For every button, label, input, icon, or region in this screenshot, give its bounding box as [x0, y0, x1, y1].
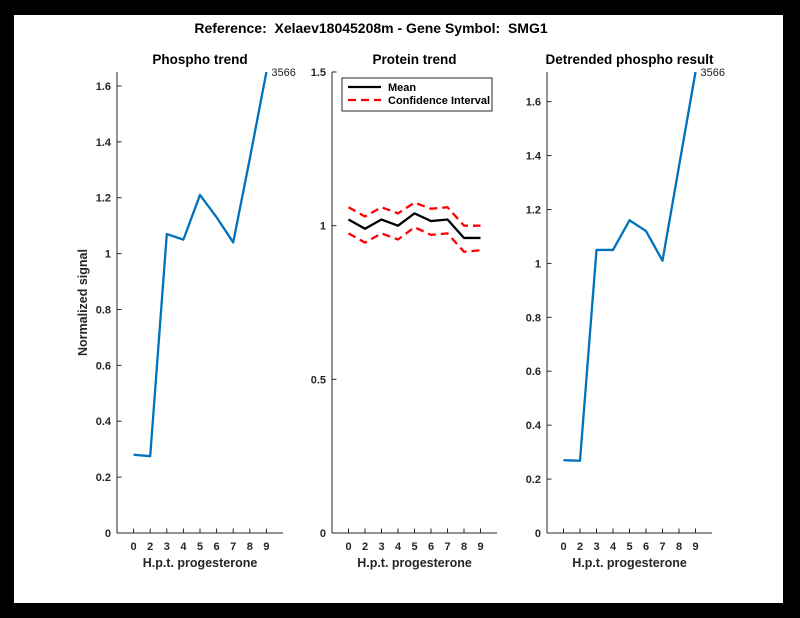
- x-tick-label: 4: [610, 541, 617, 553]
- x-tick-label: 6: [214, 541, 220, 553]
- subplot-0: 00.20.40.60.811.21.41.60 2 3 4 5 6 7 8 9H.p.t. p…: [76, 52, 296, 570]
- y-tick-label: 1.6: [96, 81, 111, 93]
- x-tick-label: 6: [643, 541, 649, 553]
- y-tick-label: 1.4: [526, 151, 542, 163]
- y-tick-label: 0.5: [311, 374, 326, 386]
- x-tick-label: 3: [378, 541, 384, 553]
- figure-canvas: [14, 15, 783, 603]
- y-tick-label: 0.2: [96, 472, 111, 484]
- y-tick-label: 0.6: [526, 366, 541, 378]
- peak-annotation: 3566: [271, 67, 295, 79]
- y-tick-label: 1.4: [96, 137, 112, 149]
- y-tick-label: 0: [105, 528, 111, 540]
- y-tick-label: 1.2: [96, 193, 111, 205]
- x-tick-label: 5: [411, 541, 417, 553]
- x-tick-label: 5: [626, 541, 632, 553]
- subplot-2: 00.20.40.60.811.21.41.60 2 3 4 5 6 7 8 9H.p.t. p…: [526, 52, 725, 570]
- x-tick-label: 8: [247, 541, 253, 553]
- y-axis-label: Normalized signal: [76, 249, 90, 356]
- series-line-phospho-signal: [133, 71, 268, 458]
- y-tick-label: 1.2: [526, 204, 541, 216]
- legend-label-0: Mean: [388, 82, 416, 94]
- subplot-title: Phospho trend: [152, 52, 247, 67]
- x-tick-label: 7: [444, 541, 450, 553]
- x-tick-label: 8: [676, 541, 682, 553]
- subplot-title: Detrended phospho result: [545, 52, 714, 67]
- subplot-1: 00.511.50 2 3 4 5 6 7 8 9H.p.t. progesteroneProt…: [311, 52, 497, 570]
- y-tick-label: 1: [105, 249, 111, 261]
- y-tick-label: 0.8: [526, 312, 541, 324]
- x-tick-label: 7: [659, 541, 665, 553]
- x-tick-label: 0: [345, 541, 351, 553]
- legend-label-1: Confidence Interval: [388, 95, 490, 107]
- series-line-detrended-phospho-signal: [563, 71, 697, 462]
- x-tick-label: 2: [147, 541, 153, 553]
- series-line-mean: [347, 212, 481, 240]
- x-tick-label: 0: [131, 541, 137, 553]
- peak-annotation: 3566: [701, 67, 725, 79]
- y-tick-label: 0.2: [526, 474, 541, 486]
- legend-box: [341, 77, 493, 112]
- x-tick-label: 7: [230, 541, 236, 553]
- y-tick-label: 1.5: [311, 67, 326, 79]
- y-tick-label: 1: [320, 221, 326, 233]
- y-tick-label: 1.6: [526, 97, 541, 109]
- y-tick-label: 0: [535, 528, 541, 540]
- y-tick-label: 0.8: [96, 304, 111, 316]
- x-tick-label: 3: [164, 541, 170, 553]
- y-tick-label: 0.6: [96, 360, 111, 372]
- y-tick-label: 1: [535, 258, 541, 270]
- x-tick-label: 2: [362, 541, 368, 553]
- x-tick-label: 0: [560, 541, 566, 553]
- x-tick-label: 9: [477, 541, 483, 553]
- x-axis-label: H.p.t. progesterone: [572, 556, 687, 570]
- x-tick-label: 9: [263, 541, 269, 553]
- subplots-group: 00.20.40.60.811.21.41.60 2 3 4 5 6 7 8 9H.p.t. p…: [76, 52, 725, 570]
- x-tick-label: 5: [197, 541, 203, 553]
- subplot-title: Protein trend: [372, 52, 456, 67]
- x-tick-label: 2: [577, 541, 583, 553]
- figure-title: Reference: Xelaev18045208m - Gene Symbol…: [194, 20, 547, 36]
- x-tick-label: 4: [180, 541, 187, 553]
- x-axis-label: H.p.t. progesterone: [357, 556, 472, 570]
- y-tick-label: 0: [320, 528, 326, 540]
- x-tick-label: 9: [692, 541, 698, 553]
- x-tick-label: 3: [593, 541, 599, 553]
- x-tick-label: 4: [395, 541, 402, 553]
- y-tick-label: 0.4: [96, 416, 112, 428]
- series-line-confidence-interval-lower: [347, 226, 481, 253]
- x-tick-label: 6: [428, 541, 434, 553]
- x-tick-label: 8: [461, 541, 467, 553]
- x-axis-label: H.p.t. progesterone: [143, 556, 258, 570]
- y-tick-label: 0.4: [526, 420, 542, 432]
